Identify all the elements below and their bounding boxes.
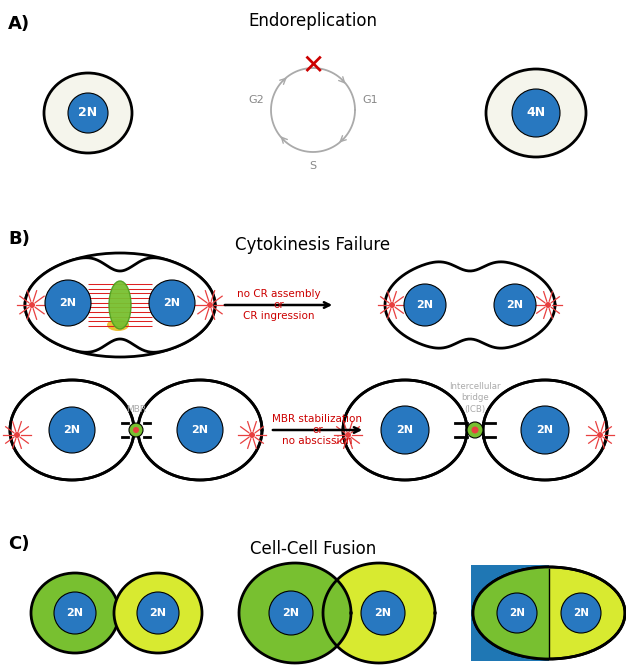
Text: ✕: ✕: [301, 52, 325, 80]
Ellipse shape: [10, 380, 134, 480]
Text: 2N: 2N: [192, 425, 208, 435]
Circle shape: [345, 432, 351, 438]
Circle shape: [45, 280, 91, 326]
Bar: [471, 565, 549, 661]
Ellipse shape: [473, 567, 625, 659]
Text: C): C): [8, 535, 29, 553]
Text: CR ingression: CR ingression: [243, 311, 314, 321]
Text: 2N: 2N: [282, 608, 299, 618]
Text: 2N: 2N: [396, 425, 414, 435]
Circle shape: [545, 302, 551, 308]
Text: G2: G2: [249, 95, 264, 105]
Circle shape: [471, 426, 478, 434]
Circle shape: [389, 302, 395, 308]
Text: or: or: [312, 425, 323, 435]
Text: Cell-Cell Fusion: Cell-Cell Fusion: [250, 540, 376, 558]
Text: 2N: 2N: [63, 425, 81, 435]
Circle shape: [54, 592, 96, 634]
Ellipse shape: [138, 380, 262, 480]
Text: 2N: 2N: [78, 106, 98, 120]
Text: B): B): [8, 230, 30, 248]
Circle shape: [137, 592, 179, 634]
Circle shape: [597, 432, 603, 438]
Circle shape: [29, 302, 35, 308]
Circle shape: [14, 432, 20, 438]
Circle shape: [149, 280, 195, 326]
Circle shape: [512, 89, 560, 137]
Circle shape: [404, 284, 446, 326]
Text: MBR stabilization: MBR stabilization: [272, 414, 362, 424]
Polygon shape: [385, 262, 555, 348]
Text: no abscission: no abscission: [282, 436, 352, 446]
Text: 4N: 4N: [526, 106, 546, 120]
Ellipse shape: [239, 563, 351, 663]
Ellipse shape: [109, 281, 131, 329]
Circle shape: [467, 422, 483, 438]
Text: 2N: 2N: [59, 298, 76, 308]
Text: 2N: 2N: [163, 298, 180, 308]
Circle shape: [361, 591, 405, 635]
Ellipse shape: [114, 573, 202, 653]
Circle shape: [561, 593, 601, 633]
Circle shape: [381, 406, 429, 454]
Text: 2N: 2N: [573, 608, 589, 618]
Text: or: or: [273, 300, 284, 310]
Text: Intercellular
bridge
(ICB): Intercellular bridge (ICB): [449, 382, 501, 413]
Text: 2N: 2N: [66, 608, 83, 618]
Bar: [467, 423, 483, 437]
Circle shape: [133, 427, 139, 433]
Circle shape: [129, 423, 143, 437]
Text: Cytokinesis Failure: Cytokinesis Failure: [235, 236, 391, 254]
Text: Endoreplication: Endoreplication: [249, 12, 377, 30]
Circle shape: [49, 407, 95, 453]
Text: MBR: MBR: [126, 405, 146, 415]
Text: 2N: 2N: [374, 608, 391, 618]
Ellipse shape: [473, 567, 625, 659]
Text: S: S: [309, 161, 317, 171]
Text: 2N: 2N: [506, 300, 523, 310]
Polygon shape: [25, 258, 215, 352]
Ellipse shape: [486, 69, 586, 157]
Text: no CR assembly: no CR assembly: [237, 289, 321, 299]
Circle shape: [177, 407, 223, 453]
Text: 2N: 2N: [416, 300, 433, 310]
Ellipse shape: [44, 73, 132, 153]
Circle shape: [249, 432, 255, 438]
Circle shape: [521, 406, 569, 454]
Circle shape: [497, 593, 537, 633]
Bar: [128, 423, 144, 437]
Circle shape: [207, 302, 213, 308]
Ellipse shape: [343, 380, 467, 480]
Ellipse shape: [31, 573, 119, 653]
Text: 2N: 2N: [536, 425, 553, 435]
Ellipse shape: [323, 563, 435, 663]
Text: G1: G1: [362, 95, 377, 105]
Text: 2N: 2N: [509, 608, 525, 618]
Text: 2N: 2N: [150, 608, 167, 618]
Circle shape: [494, 284, 536, 326]
Circle shape: [68, 93, 108, 133]
Ellipse shape: [107, 319, 129, 331]
Ellipse shape: [25, 253, 215, 357]
Ellipse shape: [483, 380, 607, 480]
Text: A): A): [8, 15, 30, 33]
Circle shape: [269, 591, 313, 635]
